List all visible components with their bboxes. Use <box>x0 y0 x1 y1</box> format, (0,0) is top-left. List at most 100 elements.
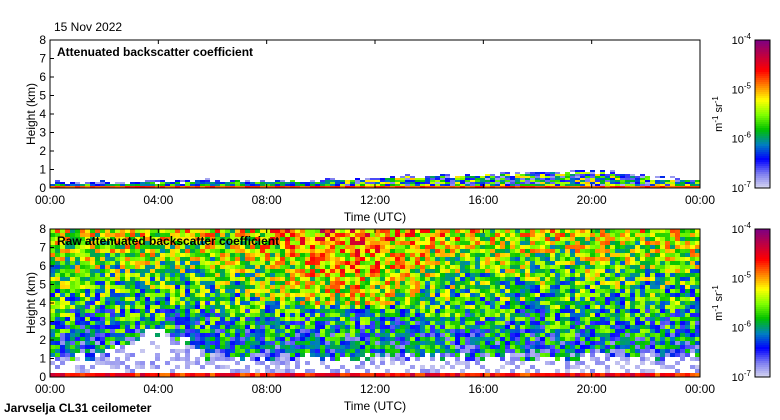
heatmap-cell <box>195 229 200 233</box>
heatmap-cell <box>230 261 235 265</box>
heatmap-cell <box>500 329 505 333</box>
heatmap-cell <box>415 229 420 233</box>
heatmap-cell <box>190 361 195 365</box>
heatmap-cell <box>380 345 385 349</box>
heatmap-cell <box>505 229 510 233</box>
heatmap-cell <box>215 357 220 361</box>
heatmap-cell <box>545 265 550 269</box>
heatmap-cell <box>625 285 630 289</box>
heatmap-cell <box>480 182 485 184</box>
heatmap-cell <box>485 184 490 186</box>
heatmap-cell <box>240 281 245 285</box>
heatmap-cell <box>270 337 275 341</box>
heatmap-cell <box>180 180 185 182</box>
heatmap-cell <box>470 289 475 293</box>
heatmap-cell <box>640 184 645 186</box>
heatmap-cell <box>475 309 480 313</box>
heatmap-cell <box>160 273 165 277</box>
heatmap-cell <box>210 313 215 317</box>
heatmap-cell <box>195 180 200 182</box>
heatmap-cell <box>260 305 265 309</box>
heatmap-cell <box>590 293 595 297</box>
heatmap-cell <box>535 245 540 249</box>
heatmap-cell <box>310 321 315 325</box>
heatmap-cell <box>440 281 445 285</box>
heatmap-cell <box>255 301 260 305</box>
heatmap-cell <box>75 249 80 253</box>
heatmap-cell <box>455 233 460 237</box>
heatmap-cell <box>290 257 295 261</box>
heatmap-cell <box>125 285 130 289</box>
heatmap-cell <box>445 180 450 182</box>
heatmap-cell <box>195 373 200 377</box>
heatmap-cell <box>290 369 295 373</box>
heatmap-cell <box>255 184 260 186</box>
heatmap-cell <box>525 281 530 285</box>
heatmap-cell <box>545 301 550 305</box>
heatmap-cell <box>645 309 650 313</box>
heatmap-cell <box>435 281 440 285</box>
heatmap-cell <box>185 241 190 245</box>
heatmap-cell <box>210 281 215 285</box>
heatmap-cell <box>270 265 275 269</box>
heatmap-cell <box>225 321 230 325</box>
heatmap-cell <box>655 357 660 361</box>
heatmap-cell <box>635 237 640 241</box>
heatmap-cell <box>665 313 670 317</box>
heatmap-cell <box>620 182 625 184</box>
heatmap-cell <box>115 257 120 261</box>
heatmap-cell <box>550 178 555 180</box>
heatmap-cell <box>355 281 360 285</box>
heatmap-cell <box>320 269 325 273</box>
y-tick-label: 1 <box>39 163 46 177</box>
heatmap-cell <box>280 269 285 273</box>
heatmap-cell <box>645 313 650 317</box>
heatmap-cell <box>565 184 570 186</box>
heatmap-cell <box>425 261 430 265</box>
heatmap-cell <box>650 305 655 309</box>
heatmap-cell <box>600 297 605 301</box>
heatmap-cell <box>140 373 145 377</box>
heatmap-cell <box>525 180 530 182</box>
heatmap-cell <box>645 281 650 285</box>
heatmap-cell <box>290 269 295 273</box>
heatmap-cell <box>120 245 125 249</box>
heatmap-cell <box>540 333 545 337</box>
heatmap-cell <box>555 281 560 285</box>
colorbar-swatch <box>755 52 770 54</box>
heatmap-cell <box>110 245 115 249</box>
heatmap-cell <box>585 172 590 174</box>
heatmap-cell <box>545 341 550 345</box>
heatmap-cell <box>580 269 585 273</box>
heatmap-cell <box>170 317 175 321</box>
heatmap-cell <box>385 237 390 241</box>
heatmap-cell <box>175 249 180 253</box>
heatmap-cell <box>405 182 410 184</box>
heatmap-cell <box>120 293 125 297</box>
heatmap-cell <box>465 245 470 249</box>
heatmap-cell <box>145 301 150 305</box>
heatmap-cell <box>575 289 580 293</box>
heatmap-cell <box>475 349 480 353</box>
heatmap-cell <box>635 301 640 305</box>
heatmap-cell <box>205 345 210 349</box>
heatmap-cell <box>75 273 80 277</box>
heatmap-cell <box>320 285 325 289</box>
heatmap-cell <box>595 178 600 180</box>
heatmap-cell <box>150 277 155 281</box>
heatmap-cell <box>95 257 100 261</box>
heatmap-cell <box>395 182 400 184</box>
heatmap-cell <box>285 341 290 345</box>
heatmap-cell <box>370 357 375 361</box>
heatmap-cell <box>175 265 180 269</box>
heatmap-cell <box>160 241 165 245</box>
heatmap-cell <box>575 361 580 365</box>
heatmap-cell <box>175 229 180 233</box>
heatmap-cell <box>650 337 655 341</box>
heatmap-cell <box>640 301 645 305</box>
heatmap-cell <box>500 233 505 237</box>
heatmap-cell <box>265 241 270 245</box>
heatmap-cell <box>385 345 390 349</box>
heatmap-cell <box>210 333 215 337</box>
heatmap-cell <box>630 176 635 178</box>
